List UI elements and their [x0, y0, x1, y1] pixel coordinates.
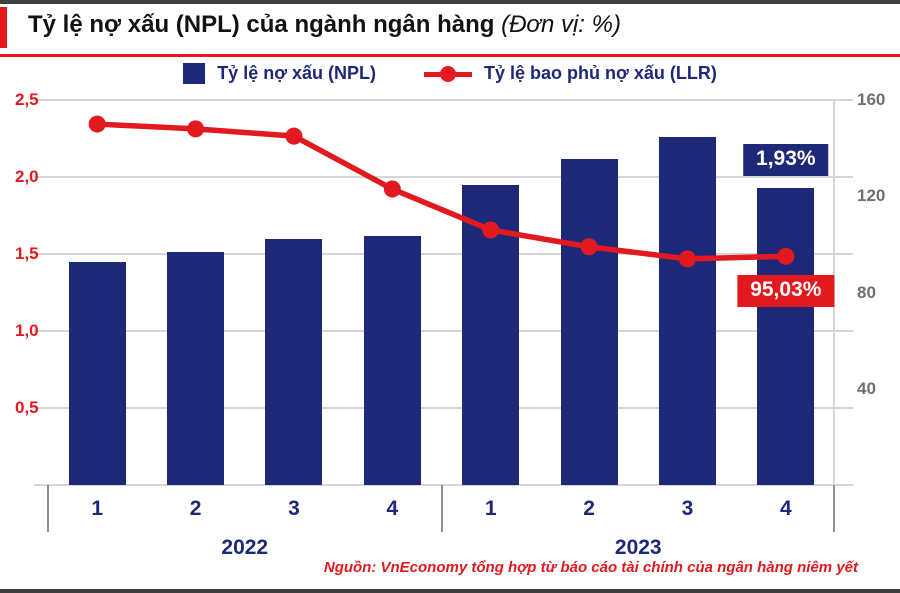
legend: Tỷ lệ nợ xấu (NPL) Tỷ lệ bao phủ nợ xấu …	[0, 63, 900, 84]
legend-bar-swatch	[183, 63, 206, 84]
title-underline-rule	[0, 54, 900, 57]
x-axis-label: 4	[386, 497, 399, 520]
npl-bar	[757, 187, 815, 485]
annotation-navy: 1,93%	[743, 143, 829, 176]
right-axis-tick-label: 120	[857, 186, 886, 206]
x-axis-label: 4	[779, 497, 792, 520]
llr-point	[88, 115, 106, 133]
npl-bar	[265, 238, 323, 485]
x-axis-label: 2	[583, 497, 595, 520]
llr-point	[187, 120, 205, 138]
llr-point	[678, 250, 696, 268]
right-axis-tick-label: 80	[857, 282, 876, 302]
x-axis-label: 1	[484, 497, 497, 520]
left-axis-tick-label: 2,5	[15, 90, 39, 109]
header: Tỷ lệ nợ xấu (NPL) của ngành ngân hàng (…	[0, 0, 900, 57]
x-axis-label: 2	[189, 497, 202, 520]
npl-bar	[363, 235, 421, 485]
llr-line	[97, 121, 786, 262]
year-label: 2023	[614, 536, 662, 559]
legend-label-llr: Tỷ lệ bao phủ nợ xấu (LLR)	[484, 63, 717, 83]
llr-point	[383, 180, 401, 198]
bottom-border-rule	[0, 589, 900, 593]
x-axis-label: 3	[681, 497, 694, 520]
gridline	[34, 253, 853, 255]
legend-item-npl: Tỷ lệ nợ xấu (NPL)	[183, 63, 376, 84]
right-axis-tick-label: 40	[857, 378, 876, 398]
llr-line-layer	[88, 115, 795, 268]
right-axis-tick-label: 160	[857, 90, 886, 109]
plot-area: 1 2 3 4 1 2 3 4 2022 2023 1,93% 95,03%	[34, 99, 853, 559]
left-axis-tick-label: 1,0	[15, 321, 39, 340]
chart: 1 2 3 4 1 2 3 4 2022 2023 1,93% 95,03% 2,5 2,0 1,5 1,0…	[0, 90, 900, 570]
axis-separator-tick	[47, 485, 49, 532]
source-note: Nguồn: VnEconomy tổng hợp từ báo cáo tài…	[323, 559, 858, 576]
axis-separator-tick	[440, 485, 443, 532]
top-border-rule	[0, 0, 900, 4]
llr-point	[285, 127, 303, 145]
title-text: Tỷ lệ nợ xấu (NPL) của ngành ngân hàng	[28, 11, 495, 38]
left-axis-tick-label: 2,0	[15, 167, 39, 186]
llr-point	[482, 221, 500, 239]
gridline	[34, 176, 853, 178]
x-axis-label: 3	[288, 497, 300, 520]
npl-bar	[167, 252, 225, 485]
npl-bar	[560, 158, 618, 485]
year-label: 2022	[221, 536, 269, 559]
npl-bar	[658, 136, 716, 485]
title-accent-bar	[0, 7, 7, 48]
gridline	[34, 330, 853, 332]
npl-bar	[68, 261, 126, 485]
legend-label-npl: Tỷ lệ nợ xấu (NPL)	[217, 63, 377, 83]
gridline	[34, 484, 853, 486]
legend-line-dot	[440, 65, 457, 82]
left-axis-tick-label: 0,5	[15, 398, 39, 417]
page-title: Tỷ lệ nợ xấu (NPL) của ngành ngân hàng (…	[28, 11, 621, 39]
title-unit: (Đơn vị: %)	[501, 11, 621, 38]
annotation-red: 95,03%	[737, 275, 835, 308]
llr-point	[777, 247, 795, 265]
left-axis-tick-label: 1,5	[15, 244, 39, 263]
legend-item-llr: Tỷ lệ bao phủ nợ xấu (LLR)	[424, 63, 717, 84]
llr-point	[580, 238, 598, 256]
x-axis-label: 1	[91, 497, 104, 520]
gridline	[34, 407, 853, 409]
legend-line-swatch	[424, 64, 473, 84]
gridline	[34, 99, 853, 101]
axis-separator-tick	[833, 485, 835, 532]
